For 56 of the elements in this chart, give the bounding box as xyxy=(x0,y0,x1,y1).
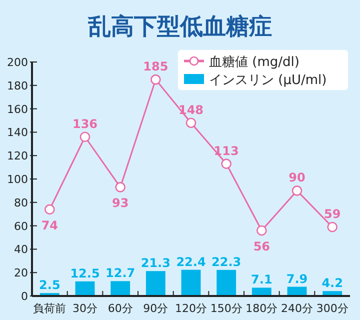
data-label: 21.3 xyxy=(140,256,170,270)
data-label: 22.3 xyxy=(212,254,242,269)
legend-label: 血糖値 (mg/dl) xyxy=(209,55,300,70)
x-tick-label: 30分 xyxy=(72,302,98,315)
bar xyxy=(110,281,130,296)
legend-label: インスリン (μU/ml) xyxy=(209,73,327,88)
data-label: 74 xyxy=(41,218,58,232)
y-tick-label: 180 xyxy=(7,79,28,92)
y-tick-label: 120 xyxy=(7,150,28,163)
x-tick-label: 300分 xyxy=(316,302,348,315)
data-label: 12.7 xyxy=(106,266,136,280)
point xyxy=(256,225,267,236)
x-tick-label: 240分 xyxy=(281,302,313,315)
data-label: 7.1 xyxy=(251,272,272,287)
bar xyxy=(75,281,95,296)
point xyxy=(115,182,126,192)
point xyxy=(44,204,55,215)
point xyxy=(292,186,302,196)
y-tick-label: 60 xyxy=(14,220,28,233)
data-label: 148 xyxy=(178,102,204,117)
point xyxy=(186,118,196,128)
data-label: 90 xyxy=(288,170,306,185)
y-tick-label: 160 xyxy=(7,102,28,116)
x-tick-label: 60分 xyxy=(108,302,133,315)
data-label: 136 xyxy=(72,116,98,131)
data-label: 2.5 xyxy=(39,278,60,292)
bar xyxy=(181,270,201,296)
data-label: 185 xyxy=(143,60,168,74)
data-label: 4.2 xyxy=(322,276,343,290)
x-tick-label: 負荷前 xyxy=(33,302,66,315)
data-label: 56 xyxy=(253,239,270,254)
y-tick-label: 0 xyxy=(21,290,28,303)
bar xyxy=(146,271,166,296)
point xyxy=(80,132,90,142)
y-tick-label: 200 xyxy=(7,56,28,69)
bar xyxy=(252,288,272,296)
y-tick-label: 100 xyxy=(7,173,28,186)
data-label: 93 xyxy=(112,196,129,210)
x-tick-label: 180分 xyxy=(246,302,278,315)
data-label: 22.4 xyxy=(176,254,206,269)
data-label: 59 xyxy=(324,206,341,221)
y-tick-label: 40 xyxy=(14,243,28,256)
x-tick-label: 150分 xyxy=(210,302,242,315)
x-tick-label: 120分 xyxy=(175,302,207,315)
x-tick-label: 90分 xyxy=(143,302,168,315)
point xyxy=(327,222,338,232)
chart-title: 乱高下型低血糖症 xyxy=(87,13,272,40)
y-tick-label: 20 xyxy=(14,266,28,280)
data-label: 12.5 xyxy=(70,266,100,280)
data-label: 7.9 xyxy=(286,272,308,286)
data-label: 113 xyxy=(214,144,239,158)
point xyxy=(221,158,232,169)
y-tick-label: 140 xyxy=(7,126,28,140)
point xyxy=(150,74,161,85)
bar xyxy=(216,270,236,296)
y-tick-label: 80 xyxy=(14,196,28,210)
